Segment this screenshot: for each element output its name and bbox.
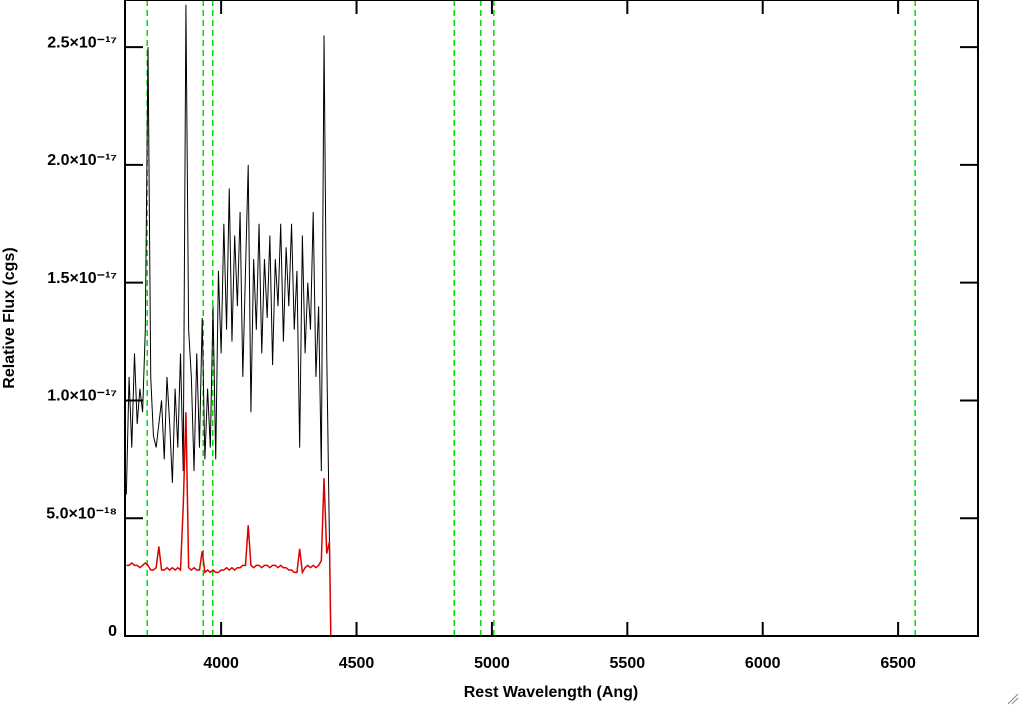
y-tick-label: 5.0×10⁻¹⁸ [46, 505, 117, 522]
y-tick-label: 1.0×10⁻¹⁷ [47, 388, 117, 405]
x-tick-label: 6000 [745, 655, 781, 672]
plot-frame [124, 0, 979, 637]
x-axis-label: Rest Wavelength (Ang) [464, 684, 639, 701]
y-tick-label: 2.5×10⁻¹⁷ [47, 34, 117, 51]
y-axis-label: Relative Flux (cgs) [1, 247, 18, 388]
resize-grip [1007, 693, 1019, 705]
x-tick-label: 5000 [474, 655, 510, 672]
spectrum-line [126, 412, 977, 637]
y-tick-label: 2.0×10⁻¹⁷ [47, 152, 117, 169]
x-tick-label: 6500 [880, 655, 916, 672]
x-tick-label: 4000 [203, 655, 239, 672]
x-tick-label: 5500 [610, 655, 646, 672]
y-tick-label: 0 [108, 623, 117, 640]
spectrum-line [125, 4, 977, 637]
y-tick-label: 1.5×10⁻¹⁷ [47, 270, 117, 287]
x-tick-label: 4500 [339, 655, 375, 672]
